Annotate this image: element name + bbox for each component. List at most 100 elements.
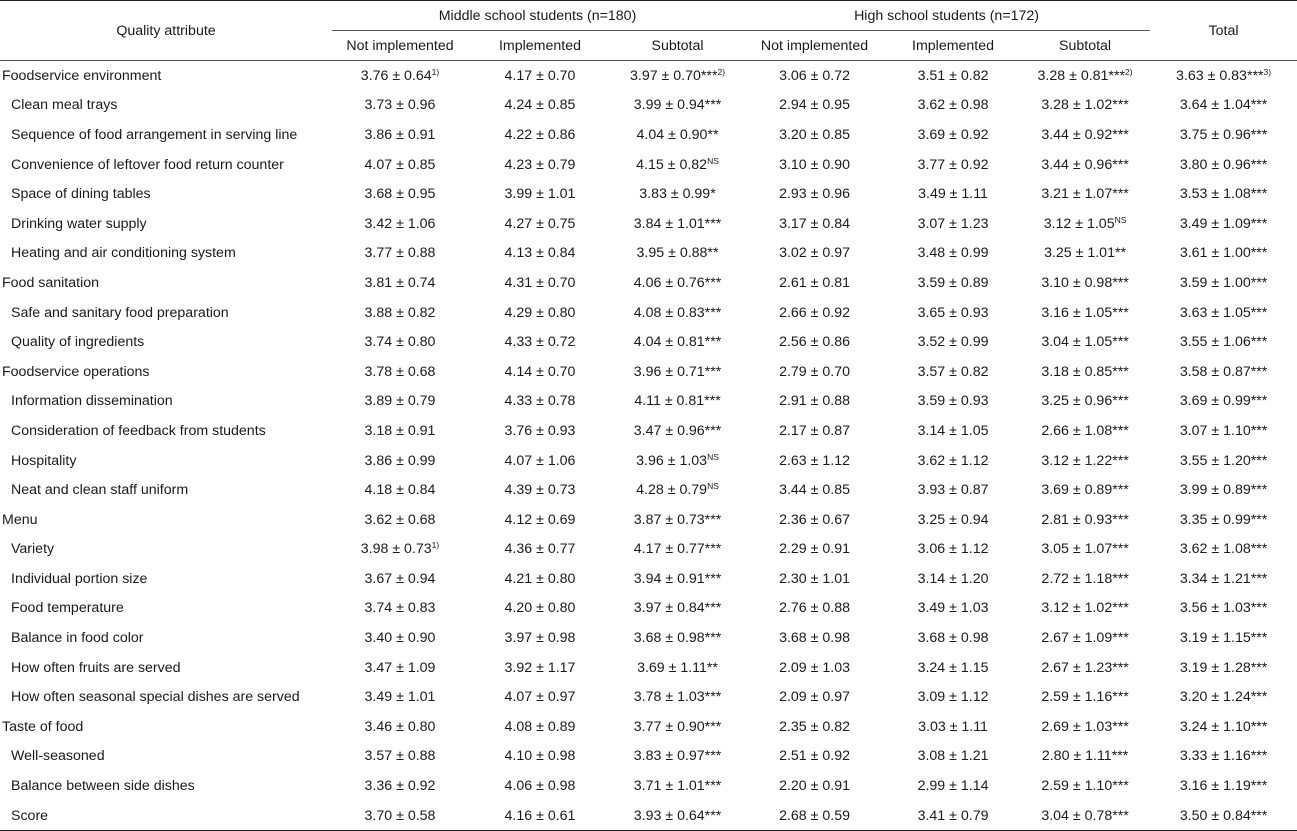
footnote-marker: NS	[707, 155, 719, 166]
value-cell: 3.84 ± 1.01***	[612, 209, 743, 239]
attribute-label: Drinking water supply	[11, 215, 147, 232]
mean-sd-value: 2.56 ± 0.86	[779, 334, 850, 351]
mean-sd-value: 3.24 ± 1.15	[917, 659, 989, 676]
value-cell: 3.78 ± 0.68	[332, 357, 468, 387]
value-cell: 3.83 ± 0.99*	[612, 179, 743, 209]
value-cell: 4.29 ± 0.80	[468, 298, 612, 328]
mean-sd-value: 3.18 ± 0.91	[364, 422, 436, 439]
value-cell: 3.69 ± 0.92	[886, 120, 1020, 150]
value-cell: 3.81 ± 0.74	[332, 268, 468, 298]
value-cell: 4.07 ± 1.06	[468, 446, 612, 476]
value-cell: 3.68 ± 0.98***	[612, 623, 743, 653]
mean-sd-value: 3.36 ± 0.92	[364, 778, 436, 795]
value-cell: 3.14 ± 1.05	[886, 416, 1020, 446]
mean-sd-value: 3.49 ± 1.03	[917, 600, 989, 617]
value-cell: 3.63 ± 1.05***	[1150, 298, 1297, 328]
mean-sd-value: 2.35 ± 0.82	[779, 718, 850, 735]
mean-sd-value: 3.68 ± 0.98	[917, 630, 989, 647]
value-cell: 3.55 ± 1.20***	[1150, 446, 1297, 476]
value-cell: 3.58 ± 0.87***	[1150, 357, 1297, 387]
mean-sd-value: 3.70 ± 0.58	[364, 807, 436, 824]
mean-sd-value: 2.94 ± 0.95	[779, 97, 850, 114]
value-cell: 4.10 ± 0.98	[468, 742, 612, 772]
footnote-marker: 2)	[717, 66, 726, 77]
value-cell: 3.96 ± 0.71***	[612, 357, 743, 387]
value-cell: 3.25 ± 0.94	[886, 505, 1020, 535]
value-cell: 4.24 ± 0.85	[468, 91, 612, 121]
value-cell: 2.61 ± 0.81	[743, 268, 886, 298]
mean-sd-value: 3.62 ± 0.68	[364, 511, 436, 528]
mean-sd-value: 3.62 ± 0.98	[917, 97, 989, 114]
value-cell: 3.40 ± 0.90	[332, 623, 468, 653]
value-cell: 3.78 ± 1.03***	[612, 682, 743, 712]
value-cell: 3.57 ± 0.82	[886, 357, 1020, 387]
mean-sd-value: 3.51 ± 0.82	[917, 67, 989, 84]
mean-sd-value: 3.17 ± 0.84	[779, 215, 850, 232]
value-cell: 4.07 ± 0.85	[332, 150, 468, 180]
value-cell: 3.55 ± 1.06***	[1150, 327, 1297, 357]
value-cell: 3.68 ± 0.95	[332, 179, 468, 209]
value-cell: 4.36 ± 0.77	[468, 535, 612, 565]
attribute-label: Consideration of feedback from students	[11, 422, 266, 439]
mean-sd-value: 3.25 ± 1.01**	[1044, 245, 1127, 262]
value-cell: 3.70 ± 0.58	[332, 800, 468, 831]
mean-sd-value: 2.30 ± 1.01	[779, 570, 850, 587]
mean-sd-value: 2.68 ± 0.59	[779, 807, 850, 824]
value-cell: 3.21 ± 1.07***	[1020, 179, 1150, 209]
value-cell: 3.20 ± 1.24***	[1150, 682, 1297, 712]
mean-sd-value: 3.59 ± 0.89	[917, 274, 989, 291]
value-cell: 3.87 ± 0.73***	[612, 505, 743, 535]
mean-sd-value: 3.12 ± 1.05	[1043, 215, 1115, 232]
mean-sd-value: 3.44 ± 0.92***	[1041, 126, 1129, 143]
mean-sd-value: 4.07 ± 0.85	[364, 156, 436, 173]
mean-sd-value: 3.86 ± 0.99	[364, 452, 436, 469]
value-cell: 3.12 ± 1.02***	[1020, 594, 1150, 624]
mean-sd-value: 2.63 ± 1.12	[779, 452, 850, 469]
mean-sd-value: 3.77 ± 0.88	[364, 245, 436, 262]
value-cell: 3.69 ± 1.11**	[612, 653, 743, 683]
value-cell: 3.53 ± 1.08***	[1150, 179, 1297, 209]
value-cell: 3.77 ± 0.88	[332, 239, 468, 269]
value-cell: 3.56 ± 1.03***	[1150, 594, 1297, 624]
mean-sd-value: 3.76 ± 0.64	[360, 67, 432, 84]
value-cell: 3.89 ± 0.79	[332, 387, 468, 417]
mean-sd-value: 4.18 ± 0.84	[364, 482, 436, 499]
mean-sd-value: 3.56 ± 1.03***	[1179, 600, 1268, 617]
footnote-marker: NS	[707, 451, 719, 462]
value-cell: 4.33 ± 0.72	[468, 327, 612, 357]
mean-sd-value: 3.69 ± 0.92	[917, 126, 989, 143]
mean-sd-value: 2.81 ± 0.93***	[1041, 511, 1129, 528]
mean-sd-value: 3.33 ± 1.16***	[1179, 748, 1268, 765]
value-cell: 3.24 ± 1.10***	[1150, 712, 1297, 742]
mean-sd-value: 3.86 ± 0.91	[364, 126, 436, 143]
value-cell: 3.41 ± 0.79	[886, 800, 1021, 831]
mean-sd-value: 3.52 ± 0.99	[917, 334, 989, 351]
value-cell: 3.76 ± 0.93	[468, 416, 612, 446]
value-cell: 3.99 ± 1.01	[468, 179, 612, 209]
category-row: Menu 3.62 ± 0.68 4.12 ± 0.69 3.87 ± 0.73***…	[0, 505, 1297, 535]
value-cell: 3.10 ± 0.90	[743, 150, 886, 180]
mean-sd-value: 3.63 ± 1.05***	[1179, 304, 1268, 321]
value-cell: 2.09 ± 1.03	[743, 653, 886, 683]
mean-sd-value: 3.49 ± 1.01	[364, 689, 436, 706]
value-cell: 4.14 ± 0.70	[468, 357, 612, 387]
value-cell: 4.17 ± 0.70	[468, 61, 612, 91]
mean-sd-value: 3.74 ± 0.83	[364, 600, 436, 617]
mean-sd-value: 3.09 ± 1.12	[917, 689, 989, 706]
value-cell: 3.92 ± 1.17	[468, 653, 612, 683]
mean-sd-value: 3.28 ± 0.81***	[1037, 67, 1125, 84]
mean-sd-value: 3.46 ± 0.80	[364, 718, 436, 735]
mean-sd-value: 2.09 ± 0.97	[779, 689, 850, 706]
value-cell: 3.94 ± 0.91***	[612, 564, 743, 594]
mean-sd-value: 3.71 ± 1.01***	[633, 778, 722, 795]
value-cell: 3.77 ± 0.92	[886, 150, 1020, 180]
value-cell: 2.81 ± 0.93***	[1020, 505, 1150, 535]
mean-sd-value: 3.99 ± 0.89***	[1179, 482, 1268, 499]
mean-sd-value: 3.10 ± 0.98***	[1041, 274, 1129, 291]
value-cell: 3.67 ± 0.94	[332, 564, 468, 594]
mean-sd-value: 2.72 ± 1.18***	[1041, 570, 1129, 587]
mean-sd-value: 2.36 ± 0.67	[779, 511, 850, 528]
table-row: Sequence of food arrangement in serving …	[0, 120, 1297, 150]
attribute-label: Food temperature	[11, 600, 124, 617]
